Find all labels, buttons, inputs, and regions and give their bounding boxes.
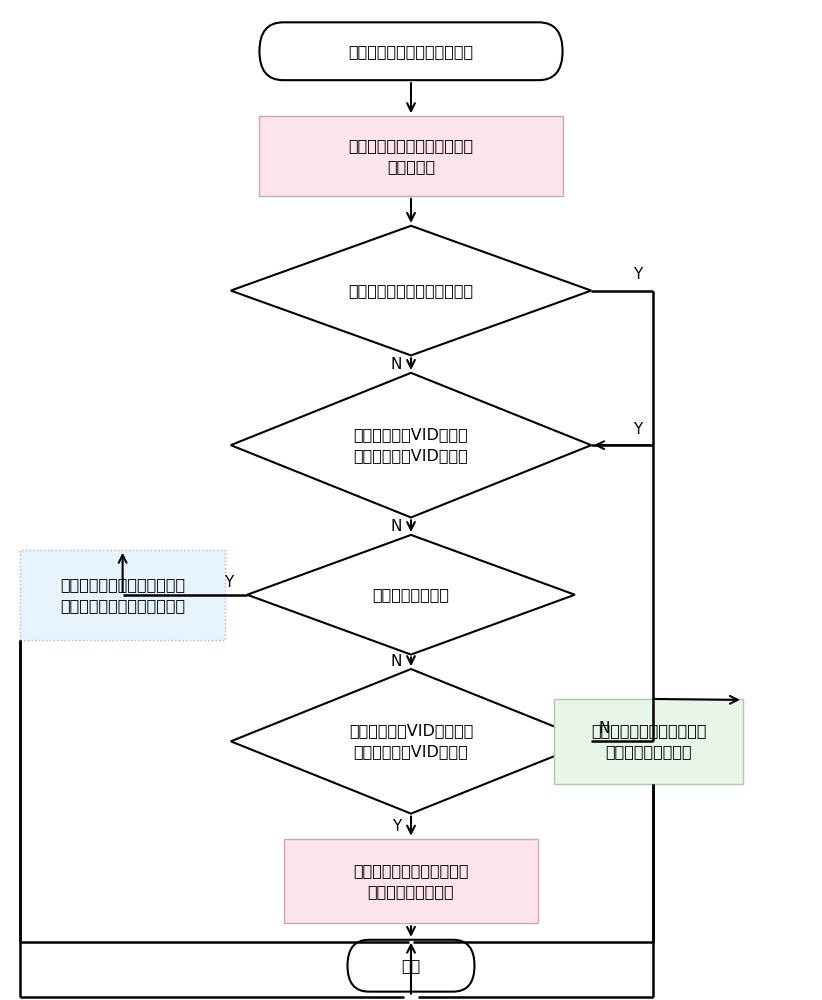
- Text: Y: Y: [391, 819, 401, 834]
- Bar: [260, 116, 562, 196]
- Bar: [554, 699, 743, 784]
- Text: 此传播事件的该传播路径无
效，舍弃该传播路径: 此传播事件的该传播路径无 效，舍弃该传播路径: [591, 723, 706, 759]
- Polygon shape: [247, 535, 575, 655]
- Text: 此传播事件的该传播路径有
效，记录该传播路径: 此传播事件的该传播路径有 效，记录该传播路径: [353, 863, 469, 899]
- Text: Y: Y: [633, 267, 643, 282]
- Text: 此传播事件已在本端口传播过: 此传播事件已在本端口传播过: [349, 283, 473, 298]
- Text: N: N: [390, 654, 402, 669]
- Text: 返回: 返回: [401, 958, 421, 973]
- Text: 此传播事件的VID包含在本
端口接收报文VID清单内: 此传播事件的VID包含在本 端口接收报文VID清单内: [349, 723, 473, 759]
- Text: 本端口是级联端口: 本端口是级联端口: [372, 587, 450, 602]
- Bar: [21, 550, 225, 640]
- Text: N: N: [598, 721, 610, 736]
- Bar: [284, 839, 538, 923]
- Text: Y: Y: [633, 422, 643, 437]
- Text: 传播事件传播至交换机某端口: 传播事件传播至交换机某端口: [349, 44, 473, 59]
- Text: N: N: [390, 357, 402, 372]
- Text: 此传播事件的VID包含在
本端口的阻断VID列表内: 此传播事件的VID包含在 本端口的阻断VID列表内: [353, 427, 469, 463]
- Polygon shape: [231, 669, 591, 814]
- Text: 将本端口记录在此传播事件的
传播路径内: 将本端口记录在此传播事件的 传播路径内: [349, 138, 473, 174]
- Polygon shape: [231, 373, 591, 517]
- Polygon shape: [231, 226, 591, 355]
- Text: 此传播事件传播至级联对端端
口，在对端交换机内递归传播: 此传播事件传播至级联对端端 口，在对端交换机内递归传播: [60, 577, 185, 613]
- Text: N: N: [390, 519, 402, 534]
- Text: Y: Y: [224, 575, 233, 590]
- FancyBboxPatch shape: [260, 22, 562, 80]
- FancyBboxPatch shape: [348, 940, 474, 992]
